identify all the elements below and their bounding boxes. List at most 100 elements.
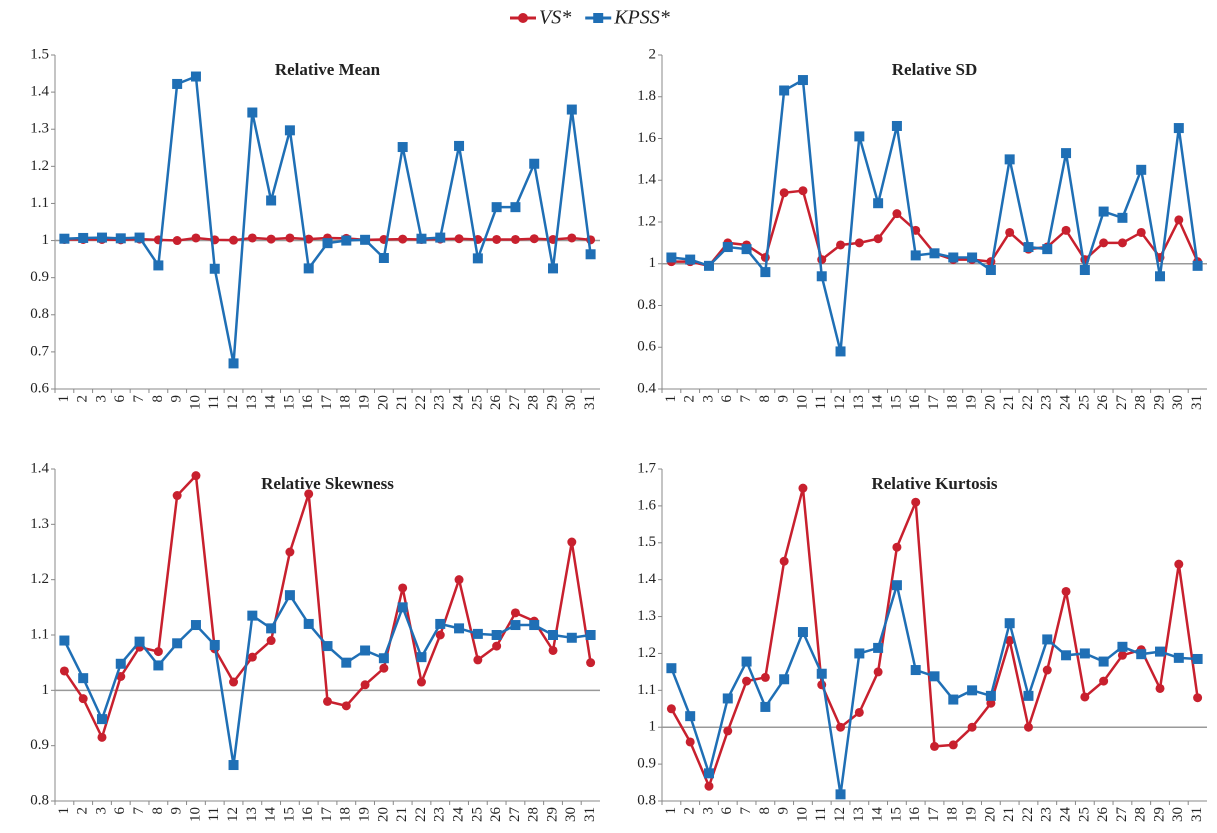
point xyxy=(510,608,520,618)
point xyxy=(722,693,733,704)
x-tick-label: 6 xyxy=(112,395,128,403)
x-tick-label: 14 xyxy=(870,807,886,823)
point xyxy=(360,234,371,245)
point xyxy=(910,665,921,676)
point xyxy=(1117,650,1127,660)
x-tick-label: 14 xyxy=(263,807,279,823)
point xyxy=(548,645,558,655)
x-tick-label: 9 xyxy=(169,807,185,815)
point xyxy=(1155,271,1166,282)
x-tick-label: 15 xyxy=(888,395,904,410)
point xyxy=(779,85,790,96)
x-tick-label: 17 xyxy=(319,395,335,411)
point xyxy=(341,657,352,668)
x-tick-label: 14 xyxy=(263,395,279,411)
x-tick-label: 13 xyxy=(851,807,867,822)
x-tick-label: 6 xyxy=(112,807,128,815)
x-tick-label: 21 xyxy=(1001,807,1017,822)
x-tick-label: 30 xyxy=(563,807,579,822)
point xyxy=(816,668,827,679)
x-tick-label: 20 xyxy=(982,395,998,410)
point xyxy=(1079,265,1090,276)
x-tick-label: 8 xyxy=(757,807,773,815)
point xyxy=(1004,618,1015,629)
point xyxy=(285,547,295,557)
y-tick-label: 1.1 xyxy=(637,682,656,698)
point xyxy=(96,714,107,725)
x-tick-label: 20 xyxy=(375,807,391,822)
x-tick-label: 26 xyxy=(488,395,504,411)
y-tick-label: 1 xyxy=(42,232,50,248)
x-tick-label: 16 xyxy=(907,395,923,411)
x-tick-label: 16 xyxy=(300,395,316,411)
point xyxy=(323,696,332,706)
point xyxy=(929,671,940,682)
point xyxy=(1173,123,1184,134)
x-tick-label: 22 xyxy=(1020,395,1036,410)
x-tick-label: 14 xyxy=(870,395,886,411)
point xyxy=(1023,242,1034,253)
x-tick-label: 23 xyxy=(432,395,448,410)
point xyxy=(985,265,996,276)
point xyxy=(454,623,465,634)
x-tick-label: 27 xyxy=(507,807,523,823)
x-tick-label: 1 xyxy=(663,395,679,403)
series-line xyxy=(670,487,1199,790)
point xyxy=(985,690,996,701)
y-tick-label: 0.8 xyxy=(30,792,49,808)
x-tick-label: 3 xyxy=(700,807,716,815)
point xyxy=(303,618,314,629)
point xyxy=(930,741,939,751)
point xyxy=(247,107,258,118)
point xyxy=(666,252,677,263)
point xyxy=(1079,648,1090,659)
point xyxy=(1023,690,1034,701)
point xyxy=(472,628,483,639)
x-tick-label: 31 xyxy=(582,807,598,822)
x-tick-label: 20 xyxy=(375,395,391,410)
point xyxy=(835,346,846,357)
point xyxy=(266,623,277,634)
x-tick-label: 11 xyxy=(813,807,829,821)
point xyxy=(266,234,276,244)
x-tick-label: 11 xyxy=(206,807,222,821)
x-tick-label: 19 xyxy=(964,395,980,410)
legend-marker xyxy=(518,13,528,23)
x-tick-label: 8 xyxy=(150,807,166,815)
point xyxy=(416,233,427,244)
x-tick-label: 3 xyxy=(93,395,109,403)
point xyxy=(685,711,696,722)
x-tick-label: 2 xyxy=(75,395,91,403)
point xyxy=(1042,634,1053,645)
x-tick-label: 19 xyxy=(357,395,373,410)
x-tick-label: 23 xyxy=(1039,807,1055,822)
point xyxy=(854,238,864,248)
x-tick-label: 28 xyxy=(526,395,542,410)
x-tick-label: 10 xyxy=(794,395,810,410)
point xyxy=(153,260,164,271)
y-tick-label: 1.7 xyxy=(637,460,656,476)
point xyxy=(229,235,239,245)
x-tick-label: 31 xyxy=(1189,807,1205,822)
point xyxy=(322,238,333,249)
point xyxy=(529,158,540,169)
point xyxy=(929,248,940,259)
x-tick-label: 26 xyxy=(1095,395,1111,411)
x-tick-label: 28 xyxy=(526,807,542,822)
x-tick-label: 24 xyxy=(450,807,466,823)
point xyxy=(567,233,577,243)
point xyxy=(78,232,89,243)
y-tick-label: 1.2 xyxy=(30,158,49,174)
point xyxy=(585,249,596,260)
point xyxy=(510,620,521,631)
point xyxy=(492,234,502,244)
point xyxy=(836,722,846,732)
point xyxy=(666,704,676,714)
point xyxy=(378,252,389,263)
point xyxy=(967,722,977,732)
point xyxy=(1117,238,1127,248)
x-tick-label: 18 xyxy=(338,807,354,822)
point xyxy=(741,656,752,667)
y-tick-label: 1.3 xyxy=(637,608,656,624)
